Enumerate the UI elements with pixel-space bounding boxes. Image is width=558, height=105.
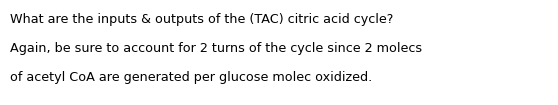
- Text: Again, be sure to account for 2 turns of the cycle since 2 molecs: Again, be sure to account for 2 turns of…: [10, 42, 422, 55]
- Text: of acetyl CoA are generated per glucose molec oxidized.: of acetyl CoA are generated per glucose …: [10, 71, 372, 84]
- Text: What are the inputs & outputs of the (TAC) citric acid cycle?: What are the inputs & outputs of the (TA…: [10, 13, 393, 26]
